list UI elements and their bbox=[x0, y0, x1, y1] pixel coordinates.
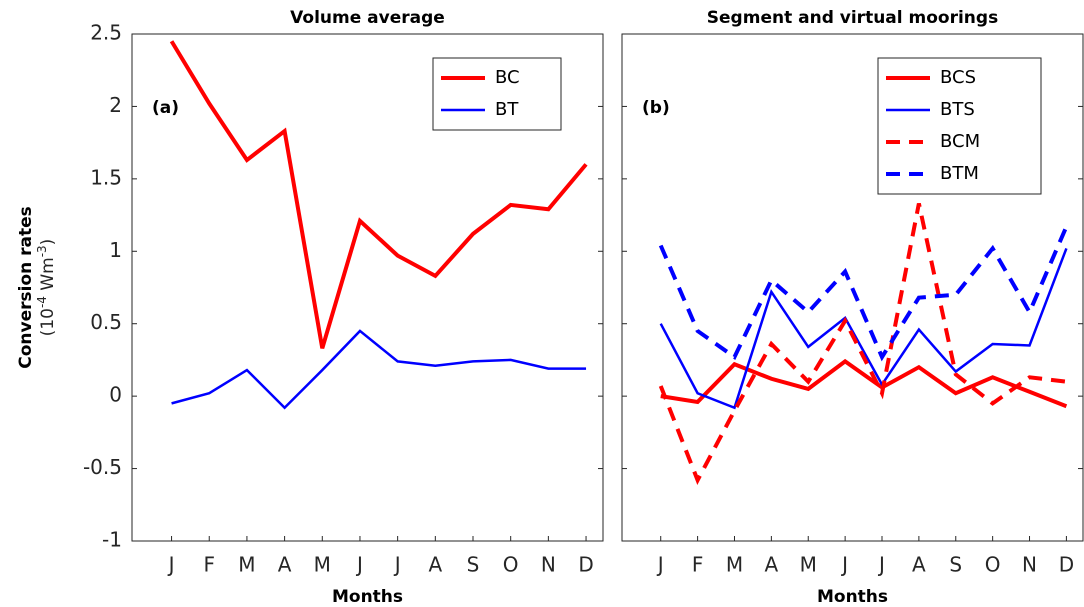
legend-label: BC bbox=[495, 67, 520, 88]
y-tick-label: 1.5 bbox=[90, 165, 122, 189]
x-tick-label: A bbox=[912, 553, 926, 577]
x-tick-label: F bbox=[203, 553, 215, 577]
data-line bbox=[171, 329, 587, 410]
x-tick-label: S bbox=[949, 553, 962, 577]
data-line bbox=[659, 247, 1068, 410]
panel-label: (a) bbox=[152, 98, 179, 118]
x-tick-label: A bbox=[765, 553, 779, 577]
x-tick-label: J bbox=[167, 553, 175, 577]
y-tick-label: 2 bbox=[109, 93, 122, 117]
data-line bbox=[169, 40, 588, 349]
x-tick-label: M bbox=[800, 553, 817, 577]
x-tick-label: O bbox=[503, 553, 519, 577]
chart-title: Segment and virtual moorings bbox=[707, 8, 998, 28]
y-axis-label-group: Conversion rates (10-4 Wm-3) bbox=[16, 206, 58, 369]
legend-label: BTS bbox=[940, 99, 975, 120]
y-axis-units-part: -3 bbox=[35, 245, 49, 257]
y-tick-label: -1 bbox=[102, 528, 122, 552]
y-tick-label: 2.5 bbox=[90, 21, 122, 45]
legend-label: BT bbox=[495, 99, 519, 120]
x-tick-label: J bbox=[393, 553, 401, 577]
data-line bbox=[658, 203, 1067, 485]
legend-box bbox=[432, 57, 562, 131]
legend-box bbox=[877, 57, 1042, 195]
x-tick-label: O bbox=[985, 553, 1001, 577]
x-tick-label: D bbox=[578, 553, 593, 577]
x-tick-label: J bbox=[877, 553, 885, 577]
x-axis-label: Months bbox=[332, 587, 403, 607]
legend-label: BCM bbox=[940, 131, 980, 152]
y-axis-units-part: Wm bbox=[38, 257, 58, 296]
x-tick-label: S bbox=[467, 553, 480, 577]
x-tick-label: A bbox=[278, 553, 292, 577]
y-axis-units-part: -4 bbox=[35, 296, 49, 308]
legend-label: BCS bbox=[940, 67, 976, 88]
data-line bbox=[660, 358, 1068, 409]
x-tick-label: J bbox=[355, 553, 363, 577]
y-axis-units-part: (10 bbox=[38, 308, 58, 336]
y-axis-label: Conversion rates bbox=[16, 206, 36, 369]
y-axis-units: (10-4 Wm-3) bbox=[35, 239, 59, 337]
x-tick-label: N bbox=[1022, 553, 1037, 577]
y-tick-label: 0.5 bbox=[90, 310, 122, 334]
x-axis-label: Months bbox=[817, 587, 888, 607]
x-tick-label: M bbox=[726, 553, 743, 577]
x-tick-label: J bbox=[656, 553, 664, 577]
x-tick-label: N bbox=[541, 553, 556, 577]
legend-label: BTM bbox=[940, 163, 979, 184]
x-tick-label: M bbox=[238, 553, 255, 577]
y-tick-label: 0 bbox=[109, 383, 122, 407]
y-tick-label: -0.5 bbox=[83, 455, 122, 479]
x-tick-label: J bbox=[840, 553, 848, 577]
x-tick-label: M bbox=[314, 553, 331, 577]
x-tick-label: F bbox=[692, 553, 704, 577]
panel-label: (b) bbox=[642, 98, 670, 118]
data-line bbox=[658, 225, 1069, 362]
y-axis-units-part: ) bbox=[38, 239, 58, 246]
y-tick-label: 1 bbox=[109, 238, 122, 262]
x-tick-label: A bbox=[428, 553, 442, 577]
chart-title: Volume average bbox=[290, 8, 445, 28]
x-tick-label: D bbox=[1059, 553, 1074, 577]
